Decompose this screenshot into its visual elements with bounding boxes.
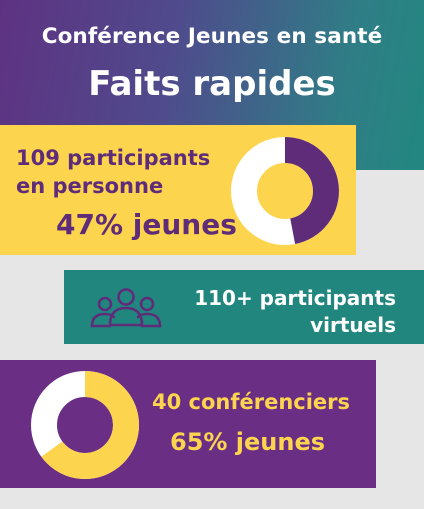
in-person-label: en personne <box>16 174 164 198</box>
people-group-icon <box>90 288 162 328</box>
speakers-donut-chart <box>31 371 139 479</box>
in-person-count: 109 participants <box>16 146 211 170</box>
speakers-count: 40 conférenciers <box>152 390 351 414</box>
donut-youth-segment <box>284 137 339 245</box>
page-title: Conférence Jeunes en santé <box>41 24 383 49</box>
virtual-count: 110+ participants <box>194 286 396 310</box>
page-subtitle: Faits rapides <box>88 64 336 104</box>
in-person-youth-percent: 47% jeunes <box>56 208 237 241</box>
speakers-youth-percent: 65% jeunes <box>170 428 326 456</box>
donut-youth-segment <box>41 371 139 479</box>
in-person-donut-chart <box>231 137 339 245</box>
virtual-label: virtuels <box>310 313 396 337</box>
